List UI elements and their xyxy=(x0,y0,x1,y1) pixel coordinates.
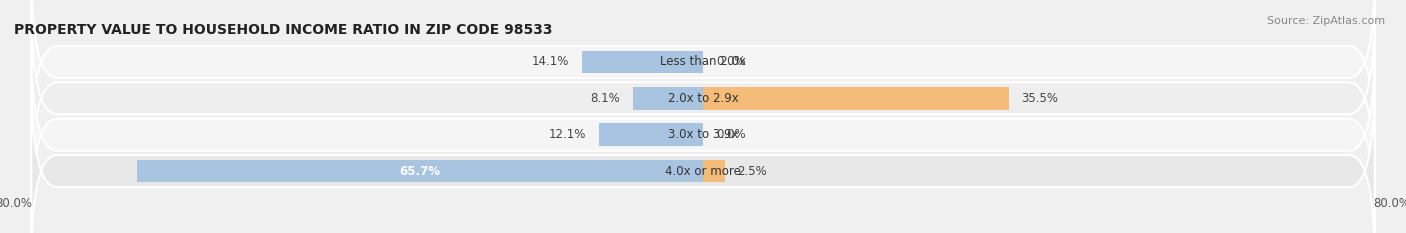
Text: 8.1%: 8.1% xyxy=(591,92,620,105)
Bar xyxy=(599,123,703,146)
Text: Less than 2.0x: Less than 2.0x xyxy=(659,55,747,69)
Text: Source: ZipAtlas.com: Source: ZipAtlas.com xyxy=(1267,16,1385,26)
Text: 35.5%: 35.5% xyxy=(1022,92,1059,105)
Text: 65.7%: 65.7% xyxy=(399,164,440,178)
FancyBboxPatch shape xyxy=(31,78,1375,233)
FancyBboxPatch shape xyxy=(31,5,1375,192)
Bar xyxy=(703,87,1008,110)
Text: 4.0x or more: 4.0x or more xyxy=(665,164,741,178)
Bar xyxy=(582,51,703,73)
Text: 14.1%: 14.1% xyxy=(531,55,568,69)
FancyBboxPatch shape xyxy=(31,41,1375,228)
Bar xyxy=(633,87,703,110)
FancyBboxPatch shape xyxy=(31,0,1375,155)
Text: PROPERTY VALUE TO HOUSEHOLD INCOME RATIO IN ZIP CODE 98533: PROPERTY VALUE TO HOUSEHOLD INCOME RATIO… xyxy=(14,23,553,37)
Bar xyxy=(138,160,703,182)
Text: 12.1%: 12.1% xyxy=(548,128,586,141)
Text: 3.0x to 3.9x: 3.0x to 3.9x xyxy=(668,128,738,141)
Text: 2.5%: 2.5% xyxy=(738,164,768,178)
Text: 2.0x to 2.9x: 2.0x to 2.9x xyxy=(668,92,738,105)
Text: 0.0%: 0.0% xyxy=(716,128,745,141)
Text: 0.0%: 0.0% xyxy=(716,55,745,69)
Bar xyxy=(703,160,724,182)
